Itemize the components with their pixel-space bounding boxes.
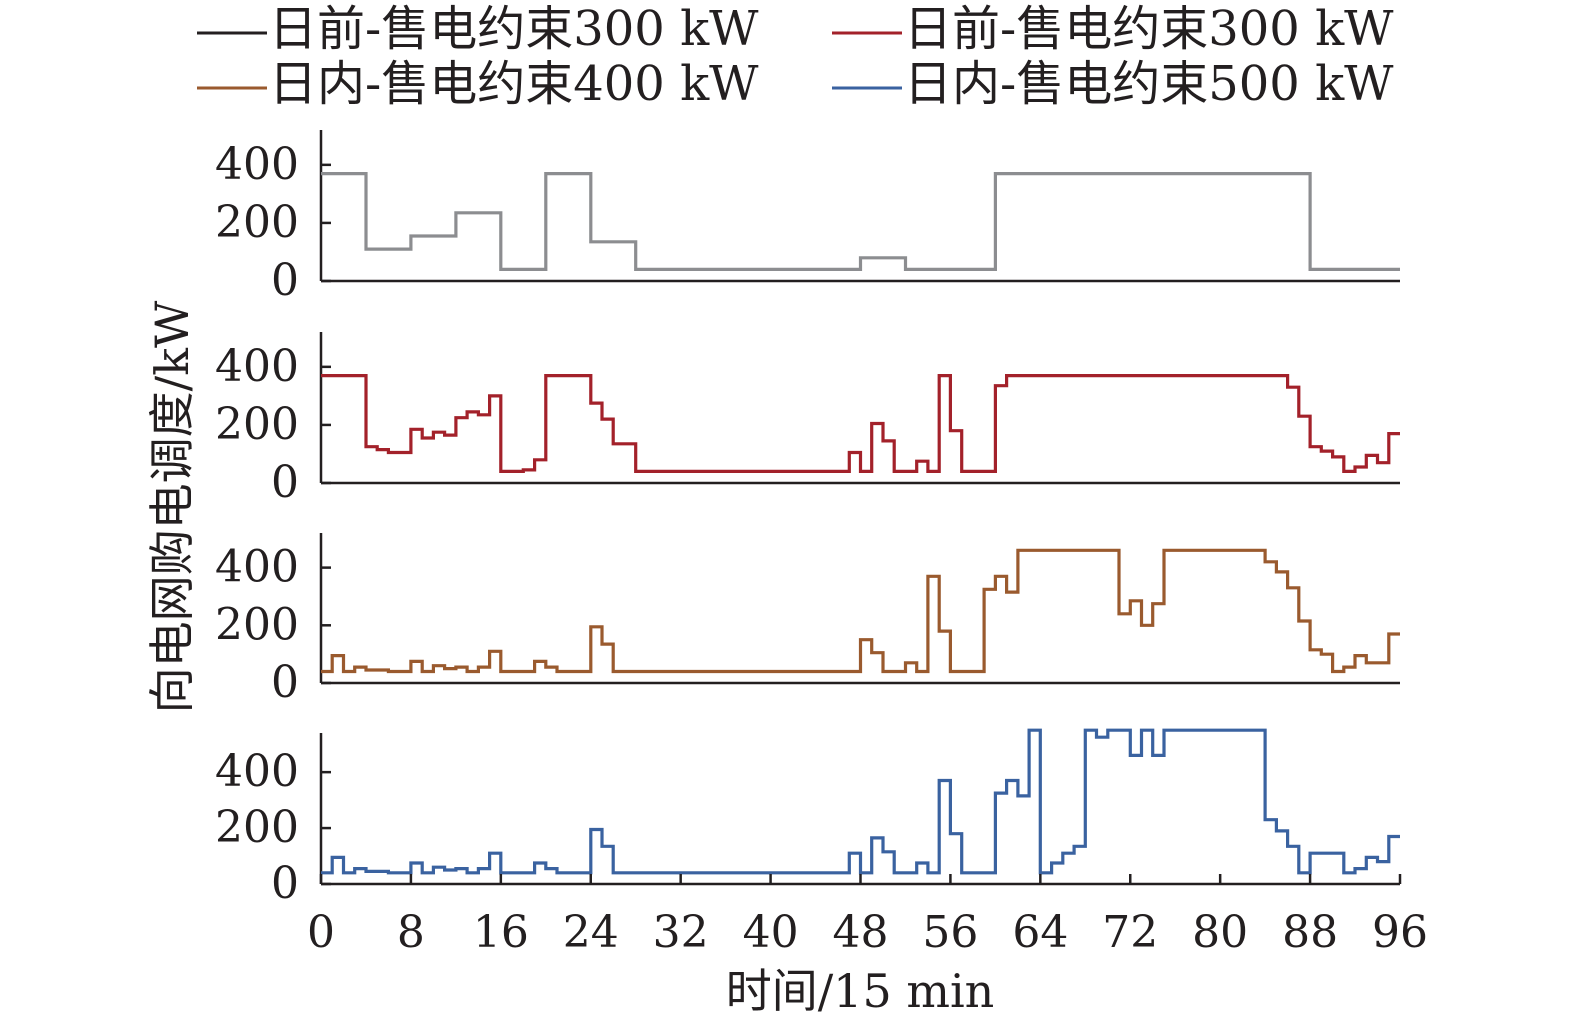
x-axis: 0 8 16 24 32 40 48 56 64 72 80 88 96 <box>307 874 1428 958</box>
x-tick-label: 88 <box>1282 907 1338 958</box>
legend-entry-1: 日前-售电约束300 kW <box>197 1 759 57</box>
y-tick-label: 0 <box>271 255 299 306</box>
y-tick-label: 0 <box>271 657 299 708</box>
x-tick-label: 32 <box>653 907 709 958</box>
x-tick-label: 72 <box>1102 907 1158 958</box>
x-tick-label: 56 <box>922 907 978 958</box>
y-tick-label: 400 <box>215 542 299 593</box>
legend-label: 日前-售电约束300 kW <box>904 1 1394 57</box>
y-tick-label: 200 <box>215 599 299 650</box>
panel-3: 0 200 400 <box>215 533 1400 708</box>
x-tick-label: 8 <box>397 907 425 958</box>
y-tick-label: 200 <box>215 802 299 853</box>
y-tick-label: 0 <box>271 457 299 508</box>
y-tick-label: 400 <box>215 746 299 797</box>
y-tick-label: 200 <box>215 399 299 450</box>
x-tick-label: 40 <box>743 907 799 958</box>
legend-entry-4: 日内-售电约束500 kW <box>832 56 1394 112</box>
x-tick-label: 80 <box>1192 907 1248 958</box>
x-tick-label: 16 <box>473 907 529 958</box>
y-tick-label: 200 <box>215 197 299 248</box>
series-line-4 <box>321 728 1400 875</box>
panel-2: 0 200 400 <box>215 332 1400 508</box>
y-tick-label: 400 <box>215 341 299 392</box>
series-line-3 <box>321 548 1400 674</box>
y-tick-label: 400 <box>215 139 299 190</box>
x-tick-label: 24 <box>563 907 619 958</box>
legend-label: 日前-售电约束300 kW <box>269 1 759 57</box>
y-axis-title: 向电网购电调度/kW <box>145 300 199 713</box>
x-axis-title: 时间/15 min <box>726 964 995 1018</box>
series-line-2 <box>321 374 1400 473</box>
x-tick-label: 96 <box>1372 907 1428 958</box>
legend-entry-2: 日前-售电约束300 kW <box>832 1 1394 57</box>
x-tick-label: 48 <box>833 907 889 958</box>
y-tick-label: 0 <box>271 858 299 909</box>
x-tick-label: 64 <box>1012 907 1068 958</box>
panel-1: 0 200 400 <box>215 130 1400 306</box>
legend-label: 日内-售电约束400 kW <box>269 56 759 112</box>
legend-entry-3: 日内-售电约束400 kW <box>197 56 759 112</box>
series-line-1 <box>321 172 1400 271</box>
legend-label: 日内-售电约束500 kW <box>904 56 1394 112</box>
x-tick-label: 0 <box>307 907 335 958</box>
